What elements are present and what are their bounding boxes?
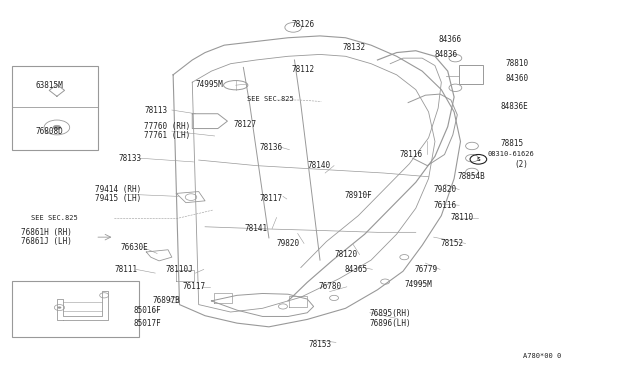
Text: 84365: 84365 [344, 265, 367, 274]
Text: 63815M: 63815M [36, 81, 63, 90]
Circle shape [53, 125, 61, 130]
Text: SEE SEC.825: SEE SEC.825 [246, 96, 293, 102]
Text: 85016F: 85016F [134, 306, 161, 315]
Text: 78112: 78112 [291, 65, 314, 74]
Text: 78133: 78133 [119, 154, 142, 163]
Text: 84836E: 84836E [500, 102, 528, 111]
Text: 77760 (RH): 77760 (RH) [145, 122, 191, 131]
Bar [12, 66, 99, 150]
Text: 78127: 78127 [234, 121, 257, 129]
Text: 76116: 76116 [434, 201, 457, 210]
Text: 76779: 76779 [415, 265, 438, 274]
Text: 78854B: 78854B [458, 172, 485, 181]
Circle shape [58, 307, 61, 309]
Text: 78113: 78113 [145, 106, 168, 115]
Text: 85017F: 85017F [134, 320, 161, 328]
Text: 78110J: 78110J [166, 265, 193, 274]
Text: 84360: 84360 [505, 74, 529, 83]
Text: 76808D: 76808D [36, 126, 63, 136]
Text: A780*00 0: A780*00 0 [523, 353, 561, 359]
Text: 78152: 78152 [440, 239, 463, 248]
Bar [460, 65, 483, 84]
Text: 74995M: 74995M [404, 280, 432, 289]
Text: 78815: 78815 [500, 139, 524, 148]
Text: 78810: 78810 [505, 59, 529, 68]
Text: S: S [477, 157, 480, 162]
Text: 08310-61626: 08310-61626 [487, 151, 534, 157]
Text: 78910F: 78910F [344, 191, 372, 200]
Text: 78110: 78110 [451, 213, 474, 222]
Text: 84366: 84366 [438, 35, 461, 44]
Text: 78140: 78140 [307, 161, 330, 170]
Text: 78116: 78116 [400, 150, 423, 159]
Text: 78136: 78136 [259, 142, 282, 151]
Text: SEE SEC.825: SEE SEC.825 [31, 215, 78, 221]
Text: 78141: 78141 [244, 224, 268, 233]
Bar [12, 281, 139, 337]
Text: 76861H (RH): 76861H (RH) [21, 228, 72, 237]
Text: 78120: 78120 [334, 250, 357, 259]
Text: 76897B: 76897B [153, 296, 180, 305]
Text: 77761 (LH): 77761 (LH) [145, 131, 191, 141]
Text: 76896(LH): 76896(LH) [370, 320, 412, 328]
Text: 79820: 79820 [434, 185, 457, 194]
Text: 74995M: 74995M [195, 80, 223, 89]
Text: 79820: 79820 [276, 239, 300, 248]
Text: 76861J (LH): 76861J (LH) [21, 237, 72, 246]
Text: 78111: 78111 [115, 265, 138, 274]
Text: 78117: 78117 [259, 195, 282, 203]
Text: 76780: 76780 [319, 282, 342, 291]
Text: 76117: 76117 [182, 282, 206, 291]
Text: (2): (2) [515, 160, 529, 169]
Text: 78153: 78153 [308, 340, 332, 349]
Text: 78132: 78132 [342, 42, 365, 51]
Text: 78126: 78126 [291, 20, 314, 29]
Text: 84836: 84836 [435, 50, 458, 59]
Text: 76895(RH): 76895(RH) [370, 310, 412, 318]
Text: 79414 (RH): 79414 (RH) [95, 185, 141, 194]
Text: 76630E: 76630E [121, 243, 148, 251]
Text: 79415 (LH): 79415 (LH) [95, 195, 141, 203]
